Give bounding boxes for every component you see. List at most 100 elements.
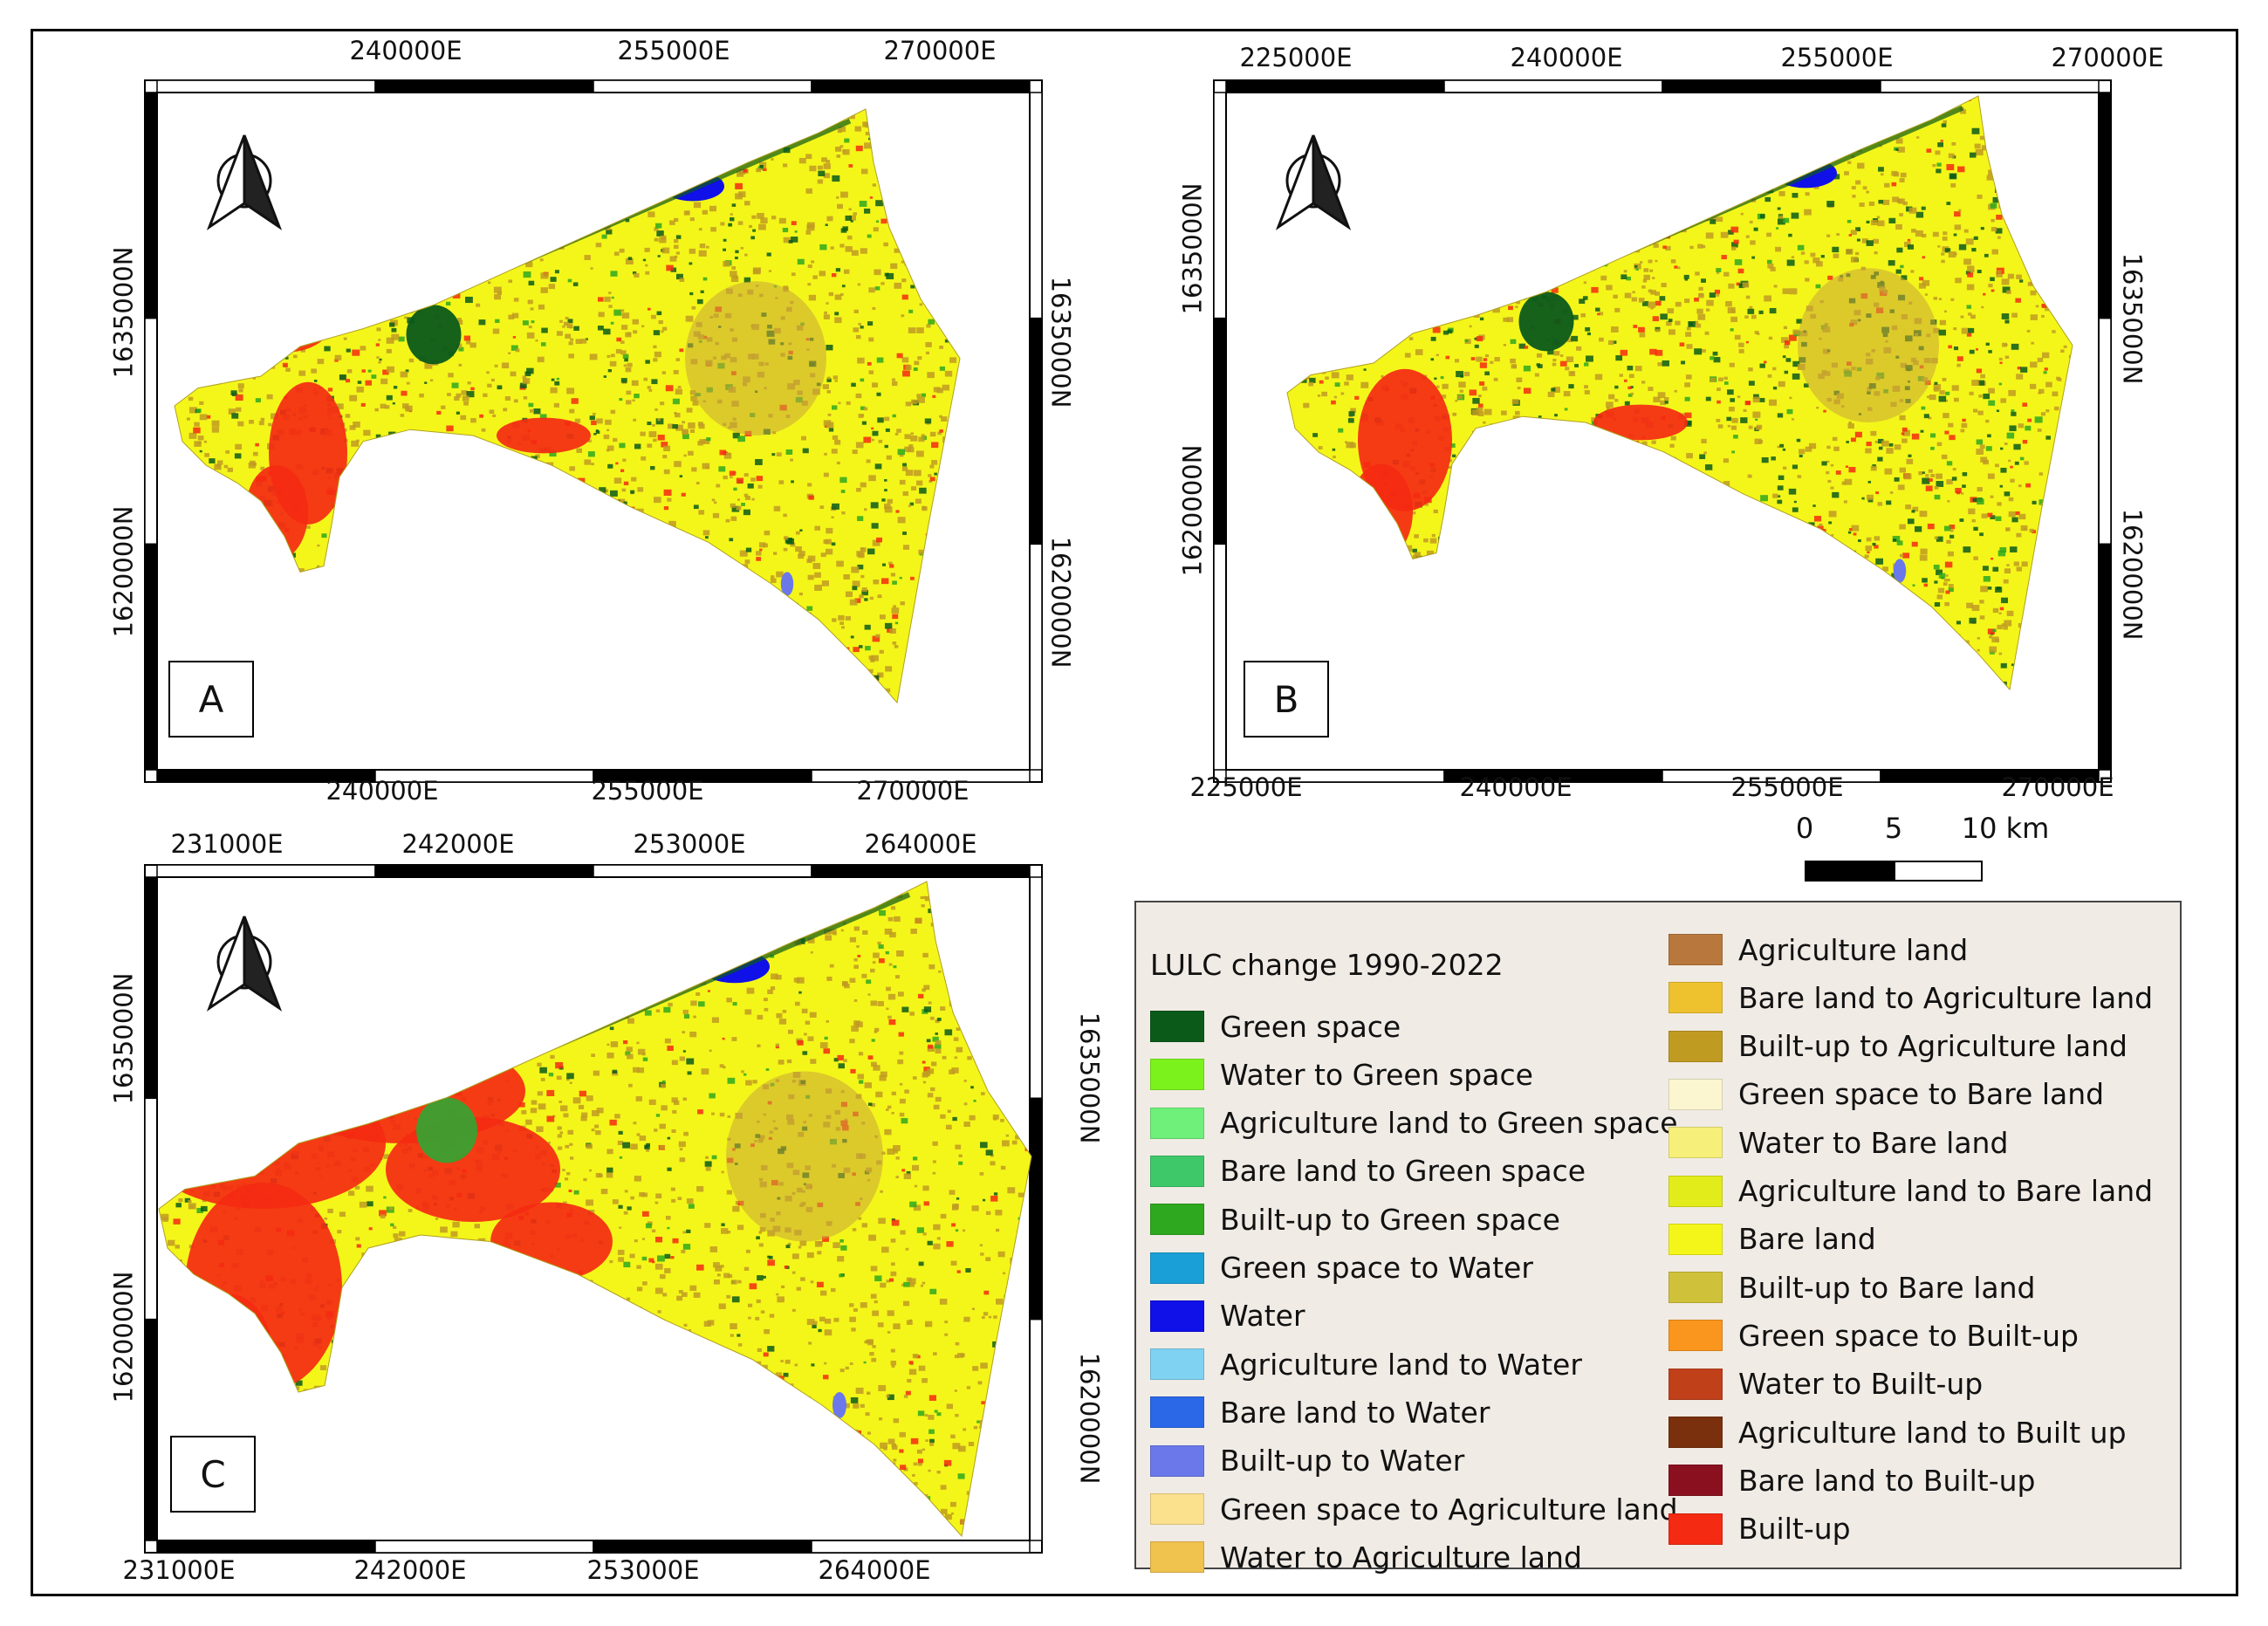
land-pixel (661, 442, 668, 448)
land-pixel (556, 331, 563, 336)
land-pixel (2011, 312, 2018, 318)
land-pixel (528, 280, 535, 286)
land-pixel (1922, 477, 1930, 484)
land-pixel (1694, 320, 1699, 325)
land-pixel (1769, 307, 1777, 314)
land-pixel (908, 327, 916, 333)
land-pixel (826, 216, 833, 222)
land-pixel (927, 372, 935, 379)
land-pixel (675, 273, 683, 280)
land-pixel (1996, 214, 2003, 220)
land-pixel (511, 312, 519, 319)
land-pixel (1948, 251, 1956, 258)
land-pixel (1777, 485, 1784, 491)
land-pixel (856, 551, 864, 557)
land-pixel (1317, 394, 1321, 397)
land-pixel (870, 502, 879, 509)
land-pixel (758, 542, 766, 548)
land-pixel (235, 394, 243, 401)
land-pixel (876, 357, 884, 363)
land-pixel (908, 504, 911, 507)
land-pixel (1469, 389, 1477, 396)
land-pixel (1846, 249, 1853, 255)
land-pixel (2038, 499, 2046, 505)
land-pixel (1332, 448, 1336, 451)
land-pixel (675, 235, 682, 239)
land-pixel (663, 506, 669, 511)
land-pixel (1623, 270, 1627, 273)
land-pixel (1948, 422, 1954, 428)
land-pixel (736, 477, 743, 484)
land-pixel (456, 411, 460, 415)
land-pixel (899, 479, 906, 485)
land-pixel (460, 415, 467, 421)
land-pixel (911, 399, 917, 405)
land-pixel (1895, 138, 1903, 144)
land-pixel (1653, 243, 1659, 248)
land-pixel (1826, 470, 1830, 475)
land-pixel (1957, 166, 1965, 173)
land-pixel (317, 544, 320, 547)
right-tick-label: 1635000N (1045, 276, 1076, 408)
land-pixel (693, 202, 702, 209)
land-pixel (692, 401, 699, 406)
land-pixel (1828, 511, 1837, 518)
land-pixel (1551, 287, 1559, 293)
land-pixel (1841, 481, 1847, 485)
land-pixel (1851, 525, 1860, 532)
land-pixel (2063, 345, 2067, 348)
land-pixel (1611, 326, 1619, 333)
land-pixel (872, 382, 879, 388)
land-pixel (698, 423, 705, 429)
land-pixel (1955, 278, 1962, 284)
land-pixel (1649, 269, 1654, 272)
land-pixel (1651, 277, 1655, 279)
land-pixel (620, 340, 625, 344)
land-pixel (1759, 397, 1765, 402)
land-pixel (1851, 186, 1856, 190)
land-pixel (400, 414, 405, 417)
land-pixel (2008, 389, 2016, 396)
land-pixel (1826, 445, 1831, 449)
land-pixel (1821, 461, 1827, 466)
land-pixel (1982, 566, 1989, 571)
land-pixel (696, 298, 703, 305)
land-pixel (252, 377, 256, 380)
land-pixel (884, 489, 887, 492)
land-pixel (798, 551, 805, 557)
land-pixel (794, 230, 798, 233)
land-pixel (737, 498, 741, 501)
land-pixel (689, 217, 695, 222)
land-pixel (610, 321, 614, 325)
land-pixel (669, 220, 675, 225)
land-pixel (1987, 587, 1992, 590)
land-pixel (872, 539, 880, 546)
land-pixel (1962, 484, 1966, 488)
land-pixel (819, 271, 826, 277)
land-pixel (2022, 439, 2028, 444)
land-pixel (1977, 380, 1985, 386)
land-pixel (1921, 206, 1926, 210)
land-pixel (1477, 407, 1483, 413)
land-pixel (880, 282, 885, 285)
land-pixel (1836, 233, 1840, 237)
land-pixel (643, 377, 648, 381)
land-pixel (1721, 255, 1727, 260)
land-pixel (1990, 495, 1994, 498)
land-pixel (216, 460, 223, 465)
land-pixel (1799, 454, 1803, 458)
land-pixel (1586, 332, 1591, 336)
land-pixel (1685, 332, 1692, 337)
land-pixel (621, 488, 627, 492)
land-pixel (626, 390, 632, 395)
land-pixel (1728, 230, 1734, 235)
land-pixel (743, 277, 751, 283)
land-pixel (493, 286, 502, 293)
land-pixel (1792, 193, 1799, 198)
land-pixel (566, 388, 575, 394)
land-pixel (679, 278, 685, 282)
land-pixel (874, 269, 881, 276)
land-pixel (1696, 323, 1702, 328)
land-pixel (1854, 251, 1860, 256)
land-pixel (1998, 357, 2003, 360)
